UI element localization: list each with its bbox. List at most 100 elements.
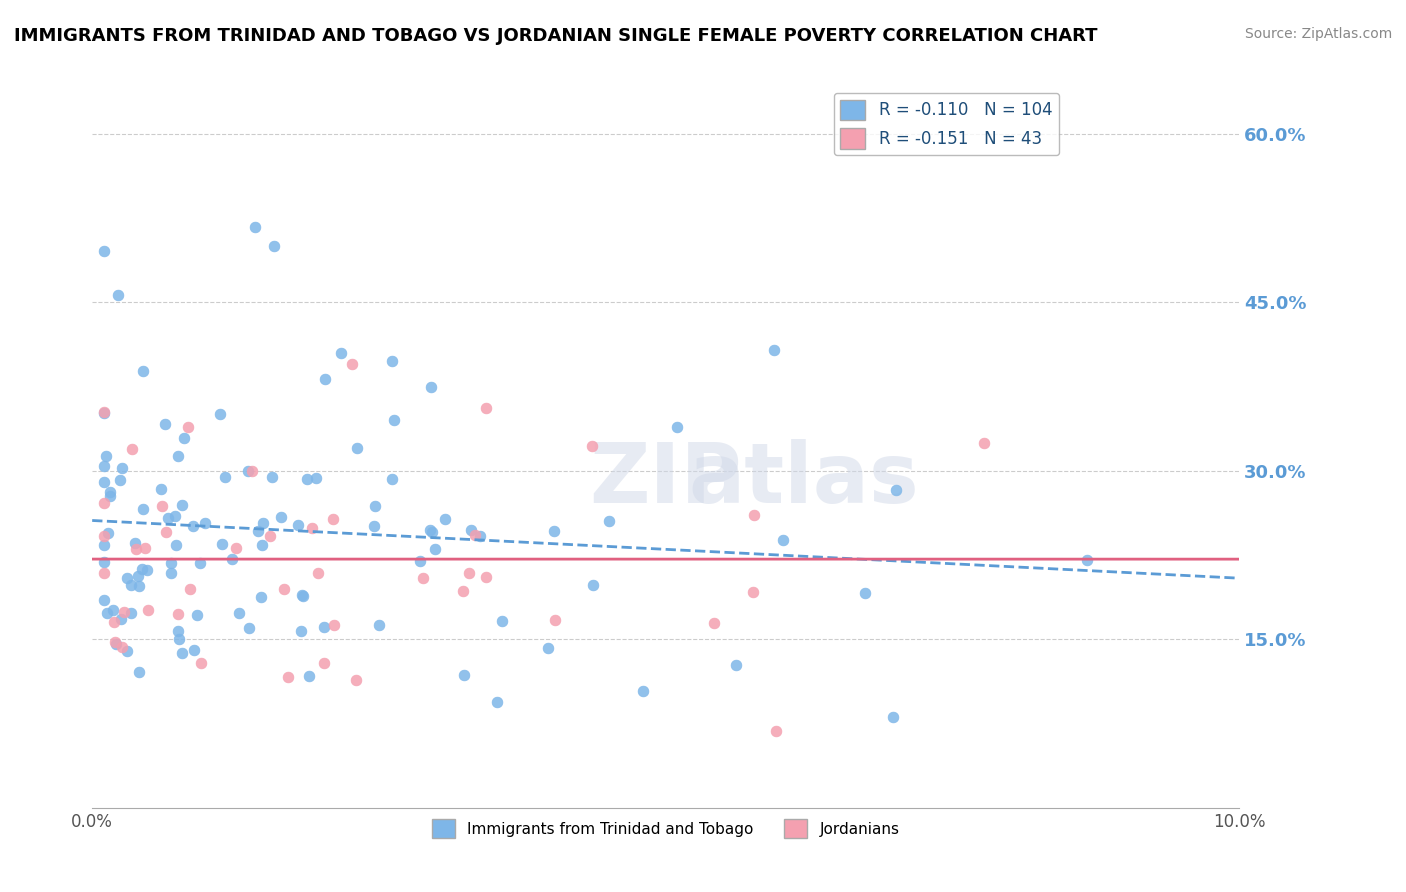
Point (475, 401, 498, 415)
Point (537, 641, 560, 656)
Point (183, 519, 205, 533)
Point (765, 724, 787, 739)
Point (763, 343, 786, 357)
Point (107, 288, 129, 302)
Point (110, 612, 132, 626)
Point (183, 643, 205, 657)
Point (458, 566, 481, 580)
Point (93, 592, 115, 607)
Point (228, 606, 250, 620)
Point (110, 474, 132, 488)
Point (423, 541, 446, 556)
Point (263, 239, 285, 253)
Text: Source: ZipAtlas.com: Source: ZipAtlas.com (1244, 27, 1392, 41)
Point (291, 588, 314, 602)
Point (160, 566, 183, 580)
Point (292, 589, 315, 603)
Point (93, 406, 115, 420)
Point (136, 563, 159, 577)
Point (132, 502, 155, 516)
Point (221, 552, 243, 566)
Point (412, 571, 434, 585)
Point (111, 461, 134, 475)
Point (190, 657, 212, 671)
Point (475, 569, 498, 583)
Point (323, 618, 346, 632)
Point (314, 656, 336, 670)
Text: IMMIGRANTS FROM TRINIDAD AND TOBAGO VS JORDANIAN SINGLE FEMALE POVERTY CORRELATI: IMMIGRANTS FROM TRINIDAD AND TOBAGO VS J… (14, 27, 1098, 45)
Point (238, 620, 260, 634)
Point (132, 364, 155, 378)
Point (419, 523, 441, 537)
Point (703, 616, 725, 631)
Point (121, 442, 143, 457)
Point (94, 450, 117, 464)
Point (172, 646, 194, 660)
Point (104, 637, 127, 651)
Point (103, 615, 125, 630)
Point (211, 537, 233, 551)
Point (290, 624, 312, 638)
Point (93, 529, 115, 543)
Point (460, 523, 482, 537)
Point (314, 372, 336, 386)
Point (270, 509, 292, 524)
Point (188, 556, 211, 570)
Point (259, 529, 281, 543)
Point (173, 432, 195, 446)
Point (93, 405, 115, 419)
Point (240, 464, 263, 478)
Point (451, 584, 474, 599)
Point (165, 538, 187, 552)
Point (973, 435, 995, 450)
Point (666, 420, 689, 434)
Point (112, 605, 135, 619)
Point (103, 602, 125, 616)
Point (165, 508, 187, 523)
Point (120, 606, 142, 620)
Point (468, 529, 491, 543)
Point (98, 485, 121, 500)
Point (598, 514, 620, 528)
Point (238, 464, 260, 478)
Point (156, 511, 179, 525)
Point (287, 518, 309, 533)
Point (214, 470, 236, 484)
Point (363, 499, 385, 513)
Point (301, 521, 323, 535)
Text: ZIP: ZIP (589, 439, 742, 520)
Point (260, 469, 283, 483)
Point (128, 579, 150, 593)
Point (160, 556, 183, 570)
Point (485, 695, 508, 709)
Point (367, 618, 389, 632)
Point (307, 566, 329, 580)
Point (243, 219, 266, 234)
Point (543, 524, 565, 538)
Point (177, 420, 200, 434)
Point (225, 541, 247, 556)
Point (98, 489, 121, 503)
Point (166, 607, 188, 621)
Point (125, 542, 148, 557)
Point (155, 525, 177, 540)
Point (194, 516, 217, 531)
Point (882, 709, 904, 723)
Point (420, 525, 443, 540)
Point (464, 528, 486, 542)
Point (93, 475, 115, 490)
Point (128, 665, 150, 679)
Point (381, 354, 404, 368)
Point (134, 541, 156, 555)
Point (305, 471, 328, 485)
Point (96, 606, 118, 620)
Point (631, 684, 654, 698)
Point (346, 673, 368, 687)
Point (772, 533, 794, 547)
Point (120, 578, 142, 592)
Point (93, 538, 115, 552)
Point (124, 535, 146, 549)
Point (340, 357, 363, 371)
Point (246, 524, 269, 538)
Point (744, 508, 766, 523)
